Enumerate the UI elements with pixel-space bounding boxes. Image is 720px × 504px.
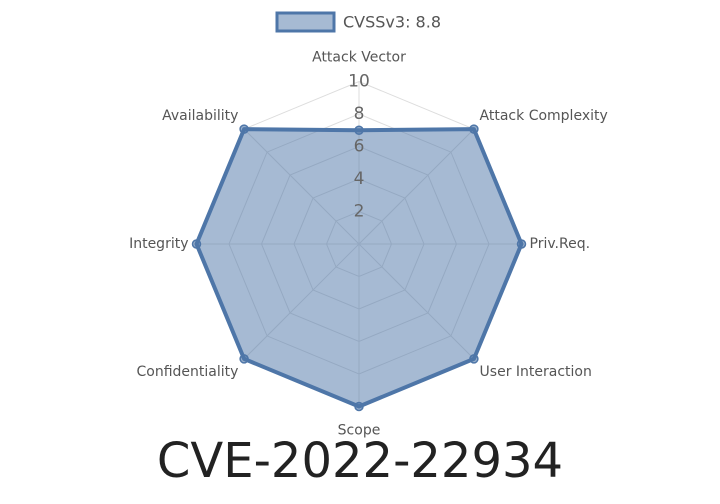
- point: [354, 125, 364, 135]
- axis-label: Attack Complexity: [480, 108, 608, 124]
- chart-title: CVE-2022-22934: [157, 433, 563, 489]
- r-tick-label: 6: [354, 137, 365, 157]
- axis-label: Confidentiality: [137, 364, 239, 380]
- r-tick-label: 2: [354, 202, 365, 222]
- axis-label: Attack Vector: [312, 50, 406, 66]
- marks: [191, 124, 527, 412]
- r-tick-label: 8: [354, 104, 365, 124]
- labels: Attack Vector Attack Complexity Priv.Req. U…: [129, 50, 608, 439]
- point: [469, 354, 479, 364]
- legend-label: CVSSv3: 8.8: [343, 13, 441, 32]
- r-tick-label: 4: [354, 169, 365, 189]
- r-tick-label: 10: [348, 72, 370, 92]
- point: [354, 401, 364, 412]
- legend-swatch: [275, 11, 336, 33]
- axis-label: Integrity: [129, 236, 188, 252]
- axis-label: Priv.Req.: [530, 236, 591, 252]
- point: [191, 239, 202, 249]
- point: [239, 124, 249, 134]
- axis-label: User Interaction: [480, 364, 592, 380]
- point: [469, 124, 479, 134]
- point: [516, 239, 527, 249]
- point: [239, 354, 249, 364]
- axis-label: Availability: [162, 108, 238, 124]
- axis-label: Scope: [338, 423, 381, 439]
